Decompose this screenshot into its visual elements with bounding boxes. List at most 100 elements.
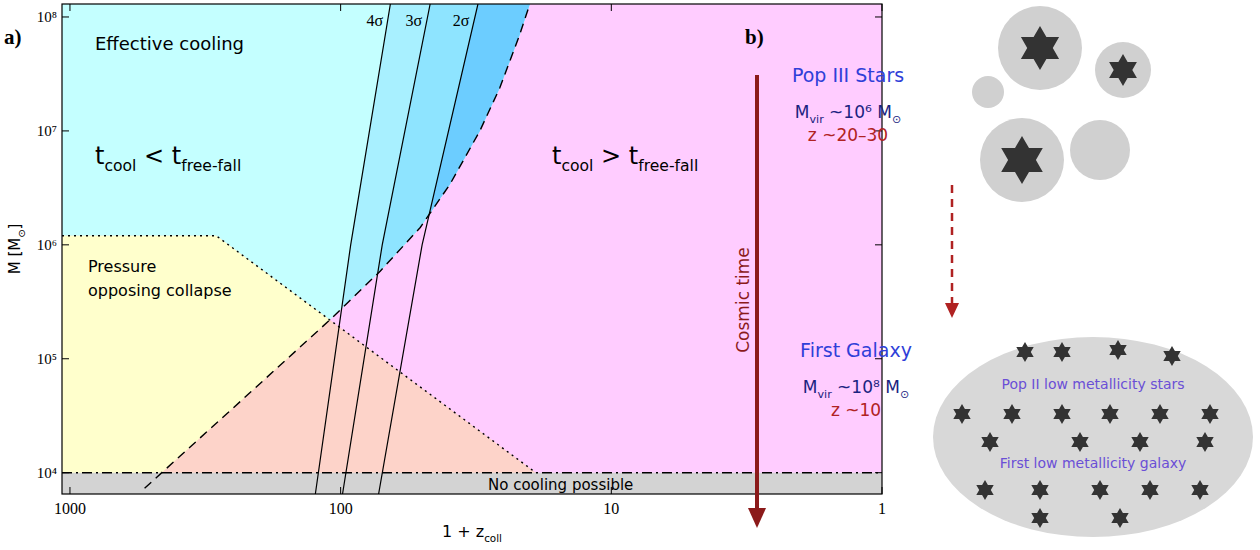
annotation: No cooling possible <box>488 476 633 494</box>
star <box>1151 404 1168 424</box>
halo <box>1070 120 1130 180</box>
text-part: M [M <box>6 238 24 275</box>
subscript: free-fall <box>638 157 698 175</box>
x-tick-label: 1 <box>878 500 886 517</box>
curve-dotted <box>62 236 536 473</box>
x-tick <box>69 487 70 494</box>
x-axis-title: 1 + zcoll <box>442 522 502 544</box>
x-tick-label: 10 <box>603 500 619 517</box>
star <box>976 480 993 500</box>
curve-solid <box>315 4 390 494</box>
star <box>981 432 998 452</box>
annotation: Pressure <box>88 257 156 276</box>
stage-redshift: z ~10 <box>831 400 881 420</box>
text-part: ~10⁶ M <box>824 102 892 122</box>
text-part: ~10⁸ M <box>832 377 900 397</box>
text-part: t <box>552 142 561 170</box>
y-tick-label: 10⁶ <box>37 237 57 253</box>
subscript: cool <box>561 157 593 175</box>
star <box>1201 404 1218 424</box>
stage-mass: Mvir ~10⁸ M⊙ <box>803 377 909 401</box>
star <box>1109 340 1126 360</box>
y-tick <box>62 358 69 359</box>
halo <box>998 6 1082 90</box>
subscript: ⊙ <box>892 113 901 126</box>
star <box>1141 480 1158 500</box>
halo <box>980 118 1064 202</box>
y-axis-title: M [M⊙] <box>6 224 27 275</box>
region-pressure-no-cooling <box>62 236 536 494</box>
sigma-label: 2σ <box>453 12 470 29</box>
text-part: ] <box>6 224 24 230</box>
text-part: 1 + z <box>442 522 484 541</box>
time-label: Cosmic time <box>733 247 753 353</box>
star <box>1101 404 1118 424</box>
region-pressure <box>62 236 536 494</box>
panel-label: b) <box>745 25 764 49</box>
subscript: cool <box>104 157 136 175</box>
panel-b: b)Cosmic timePop III StarsMvir ~10⁶ M⊙z … <box>733 6 1253 537</box>
panel-label: a) <box>4 25 22 49</box>
star <box>1109 54 1137 86</box>
star <box>1111 508 1128 528</box>
curve-solid <box>343 4 431 494</box>
y-tick-label: 10⁵ <box>37 351 57 367</box>
galaxy <box>933 337 1253 537</box>
y-tick-label: 10⁴ <box>37 465 57 481</box>
star <box>1031 480 1048 500</box>
halo <box>972 76 1004 108</box>
text-part: M <box>795 102 810 122</box>
subscript: coll <box>484 532 502 544</box>
annotation: opposing collapse <box>88 281 232 300</box>
curve-solid <box>379 4 478 494</box>
y-tick <box>62 16 69 17</box>
y-tick <box>62 244 69 245</box>
star <box>1191 480 1208 500</box>
star <box>1131 432 1148 452</box>
sigma-label: 4σ <box>366 12 383 29</box>
star <box>1071 432 1088 452</box>
annotation: Effective cooling <box>95 33 244 54</box>
x-tick <box>611 4 612 11</box>
x-tick-label: 100 <box>329 500 353 517</box>
y-tick-label: 10⁷ <box>37 123 57 139</box>
subscript: ⊙ <box>900 388 909 401</box>
annotation: tcool > tfree-fall <box>552 142 698 175</box>
transition-arrow <box>951 185 954 305</box>
transition-arrow-head <box>945 303 959 318</box>
x-tick <box>882 487 883 494</box>
star <box>1031 508 1048 528</box>
y-tick-label: 10⁸ <box>37 9 57 25</box>
text-part: > t <box>593 142 638 170</box>
x-tick-label: 1000 <box>54 500 86 517</box>
text-part: < t <box>136 142 181 170</box>
star <box>1016 342 1033 362</box>
y-tick <box>62 130 69 131</box>
star <box>1091 480 1108 500</box>
x-tick <box>340 487 341 494</box>
stage-title: First Galaxy <box>800 339 912 361</box>
star <box>1001 136 1043 184</box>
x-tick <box>340 4 341 11</box>
star <box>1003 404 1020 424</box>
star <box>1196 432 1213 452</box>
star <box>953 404 970 424</box>
stage-mass: Mvir ~10⁶ M⊙ <box>795 102 901 126</box>
star <box>1053 342 1070 362</box>
y-tick <box>875 16 882 17</box>
star <box>1053 404 1070 424</box>
galaxy-label: Pop II low metallicity stars <box>1001 376 1184 392</box>
galaxy-label: First low metallicity galaxy <box>1000 455 1187 471</box>
halo <box>1095 42 1151 98</box>
figure: 100010010110⁴10⁵10⁶10⁷10⁸1 + zcollM [M⊙]… <box>0 0 1260 550</box>
stage-title: Pop III Stars <box>792 64 904 86</box>
star <box>1163 346 1180 366</box>
sigma-label: 3σ <box>406 12 423 29</box>
subscript: free-fall <box>181 157 241 175</box>
time-arrow <box>755 75 759 512</box>
text-part: M <box>803 377 818 397</box>
x-tick <box>69 4 70 11</box>
curve-dashed <box>145 4 530 488</box>
y-tick <box>875 472 882 473</box>
y-tick <box>62 472 69 473</box>
